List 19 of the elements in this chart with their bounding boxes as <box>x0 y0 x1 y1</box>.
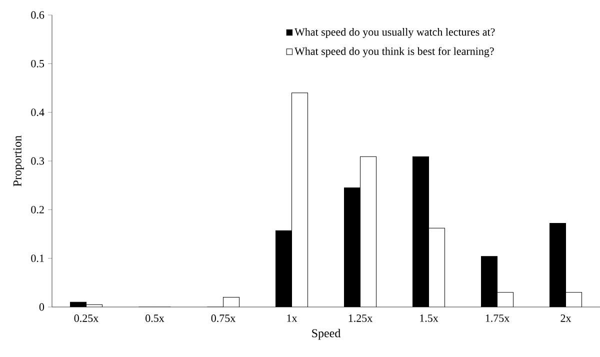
y-axis-title: Proportion <box>13 136 24 186</box>
x-tick-label: 2x <box>560 314 572 322</box>
legend-label: What speed do you think is best for learning? <box>294 47 494 58</box>
y-tick-label: 0.2 <box>31 206 44 214</box>
x-tick-label: 0.25x <box>74 314 98 322</box>
x-axis-title: Speed <box>312 328 341 340</box>
y-tick-label: 0.5 <box>31 60 44 68</box>
x-tick-label: 1.25x <box>348 314 372 322</box>
y-tick-label: 0.3 <box>31 157 44 165</box>
x-tick-label: 1x <box>287 314 298 322</box>
x-tick-label: 0.5x <box>146 314 164 322</box>
x-tick-label: 1.5x <box>420 314 438 322</box>
y-tick-label: 0.4 <box>31 108 44 116</box>
y-tick-label: 0.1 <box>31 254 44 262</box>
x-tick-label: 1.75x <box>486 314 510 322</box>
y-tick-label: 0 <box>39 303 44 311</box>
legend-label: What speed do you usually watch lectures at? <box>294 28 495 38</box>
x-tick-label: 0.75x <box>211 314 236 322</box>
y-tick-label: 0.6 <box>31 11 44 19</box>
